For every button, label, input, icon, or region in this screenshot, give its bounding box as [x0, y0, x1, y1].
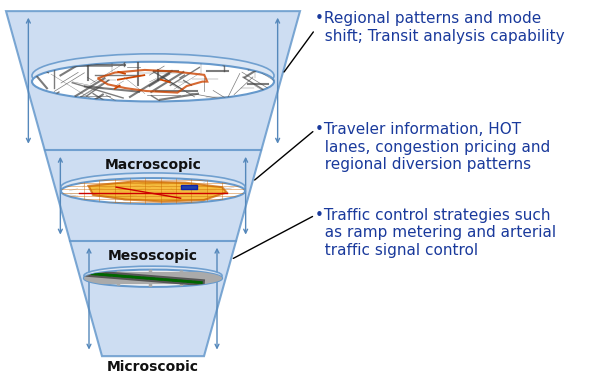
Ellipse shape [84, 266, 222, 285]
Text: •Traffic control strategies such
  as ramp metering and arterial
  traffic signa: •Traffic control strategies such as ramp… [315, 208, 556, 257]
Ellipse shape [84, 270, 222, 287]
Polygon shape [6, 11, 300, 356]
Ellipse shape [61, 173, 245, 201]
Ellipse shape [32, 54, 274, 98]
Ellipse shape [61, 178, 245, 204]
Polygon shape [89, 181, 227, 201]
Text: Microscopic: Microscopic [107, 360, 199, 371]
Text: •Traveler information, HOT
  lanes, congestion pricing and
  regional diversion : •Traveler information, HOT lanes, conges… [315, 122, 550, 172]
Ellipse shape [32, 62, 274, 102]
Text: Macroscopic: Macroscopic [104, 158, 202, 172]
Text: Mesoscopic: Mesoscopic [108, 249, 198, 263]
Bar [181, 185, 197, 189]
Text: •Regional patterns and mode
  shift; Transit analysis capability: •Regional patterns and mode shift; Trans… [315, 11, 565, 43]
